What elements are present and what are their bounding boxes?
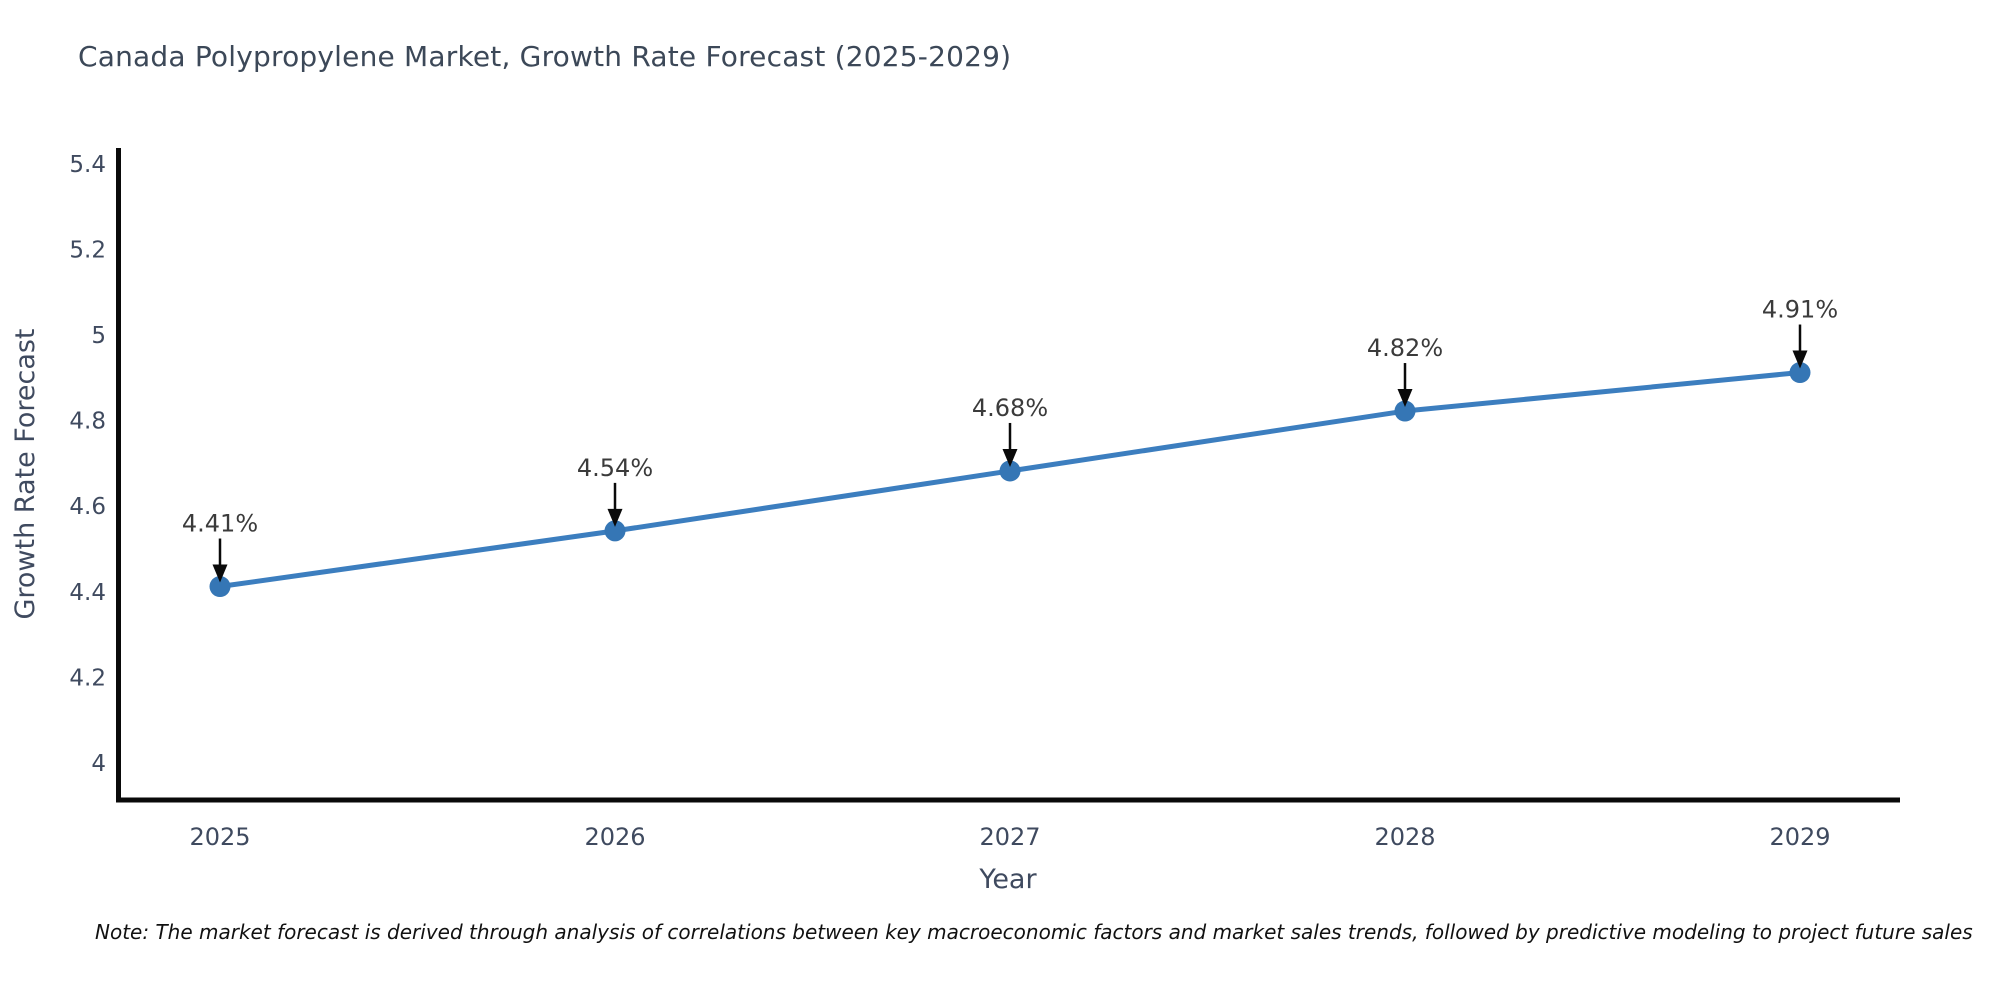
x-tick-label: 2028	[1374, 823, 1435, 851]
annotation-arrowhead-icon	[1397, 389, 1413, 408]
y-tick-label: 5.4	[69, 152, 106, 178]
data-point-label: 4.41%	[182, 510, 258, 538]
x-tick-label: 2029	[1769, 823, 1830, 851]
x-tick-label: 2027	[979, 823, 1040, 851]
y-tick-label: 4.2	[69, 665, 106, 691]
x-tick-label: 2025	[189, 823, 250, 851]
footnote: Note: The market forecast is derived thr…	[95, 920, 1973, 944]
y-axis-title: Growth Rate Forecast	[10, 328, 41, 619]
y-tick-label: 4	[91, 751, 106, 777]
x-axis-title: Year	[978, 864, 1037, 895]
data-point-marker	[1789, 362, 1811, 384]
data-point-marker	[999, 460, 1021, 482]
annotation-arrowhead-icon	[1002, 448, 1018, 467]
annotation-arrowhead-icon	[212, 564, 228, 583]
y-tick-label: 5	[91, 323, 106, 349]
chart-title: Canada Polypropylene Market, Growth Rate…	[78, 40, 1012, 73]
x-tick-label: 2026	[584, 823, 645, 851]
data-point-label: 4.54%	[577, 454, 653, 482]
annotation-arrowhead-icon	[1792, 350, 1808, 369]
data-point-label: 4.68%	[972, 394, 1048, 422]
annotation-arrowhead-icon	[607, 508, 623, 527]
y-tick-label: 4.8	[69, 409, 106, 435]
data-point-marker	[604, 520, 626, 542]
data-point-label: 4.82%	[1367, 334, 1443, 362]
y-tick-label: 5.2	[69, 237, 106, 263]
data-point-marker	[209, 576, 231, 598]
data-point-marker	[1394, 400, 1416, 422]
data-point-label: 4.91%	[1762, 296, 1838, 324]
y-tick-label: 4.4	[69, 580, 106, 606]
y-tick-label: 4.6	[69, 494, 106, 520]
